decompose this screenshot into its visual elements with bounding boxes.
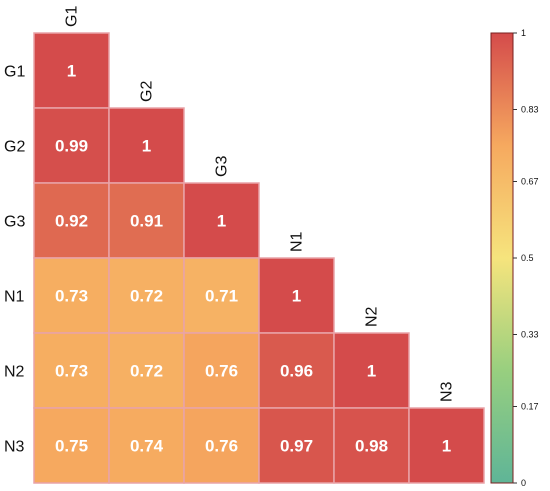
row-label: G2 (4, 139, 25, 156)
heatmap-cell (108, 407, 185, 484)
colorbar-tick-label: 0.17 (521, 402, 539, 412)
cell-value-label: 1 (67, 62, 76, 81)
colorbar-tick-label: 0 (521, 478, 526, 488)
heatmap-cell (258, 332, 335, 409)
heatmap-cell (33, 107, 110, 184)
heatmap-cell (183, 407, 260, 484)
cell-value-label: 0.76 (205, 362, 238, 381)
colorbar-ticks: 0 0.17 0.33 0.5 0.67 0.83 1 (513, 28, 539, 488)
cell-value-label: 0.91 (130, 212, 163, 231)
colorbar: 0 0.17 0.33 0.5 0.67 0.83 1 (490, 28, 539, 488)
colorbar-tick-label: 0.83 (521, 105, 539, 115)
cell-value-label: 0.75 (55, 437, 88, 456)
colorbar-tick-label: 1 (521, 28, 526, 38)
cell-value-label: 1 (217, 212, 226, 231)
cell-value-label: 1 (442, 437, 451, 456)
row-label: G3 (4, 214, 25, 231)
heatmap-cell (108, 257, 185, 334)
colorbar-gradient (490, 32, 514, 484)
cell-value-label: 1 (142, 137, 151, 156)
cell-value-label: 0.73 (55, 362, 88, 381)
row-label: N1 (4, 289, 25, 306)
heatmap-cell (33, 32, 110, 109)
cell-value-label: 0.72 (130, 287, 163, 306)
heatmap-cell (408, 407, 485, 484)
column-label: N3 (439, 381, 456, 402)
cell-value-label: 0.98 (355, 437, 388, 456)
cell-value-label: 0.99 (55, 137, 88, 156)
row-label: N2 (4, 364, 25, 381)
cell-value-label: 1 (292, 287, 301, 306)
cell-value-label: 1 (367, 362, 376, 381)
colorbar-tick-label: 0.33 (521, 330, 539, 340)
row-labels: G1 G2 G3 N1 N2 N3 (4, 64, 25, 456)
heatmap-cell (258, 257, 335, 334)
colorbar-tick-label: 0.5 (521, 253, 534, 263)
cell-value-label: 0.72 (130, 362, 163, 381)
cell-value-label: 0.73 (55, 287, 88, 306)
column-label: G3 (214, 156, 231, 177)
cell-value-label: 0.96 (280, 362, 313, 381)
column-labels: G1 G2 G3 N1 N2 N3 (64, 6, 456, 402)
heatmap-cell (108, 107, 185, 184)
row-label: G1 (4, 64, 25, 81)
column-label: G2 (139, 81, 156, 102)
cell-value-label: 0.92 (55, 212, 88, 231)
cell-value-label: 0.71 (205, 287, 238, 306)
heatmap-cell (33, 407, 110, 484)
column-label: N2 (364, 306, 381, 327)
column-label: N1 (289, 231, 306, 252)
heatmap-cell (108, 332, 185, 409)
heatmap-cells: 1 0.99 1 0.92 0.91 1 0.73 0.72 0.71 1 0.73 0.72 0.76… (33, 32, 485, 484)
heatmap-cell (258, 407, 335, 484)
heatmap-cell (333, 407, 410, 484)
cell-value-label: 0.97 (280, 437, 313, 456)
cell-value-label: 0.76 (205, 437, 238, 456)
colorbar-tick-label: 0.67 (521, 177, 539, 187)
heatmap-cell (183, 182, 260, 259)
cell-value-label: 0.74 (130, 437, 164, 456)
column-label: G1 (64, 6, 81, 27)
row-label: N3 (4, 439, 25, 456)
